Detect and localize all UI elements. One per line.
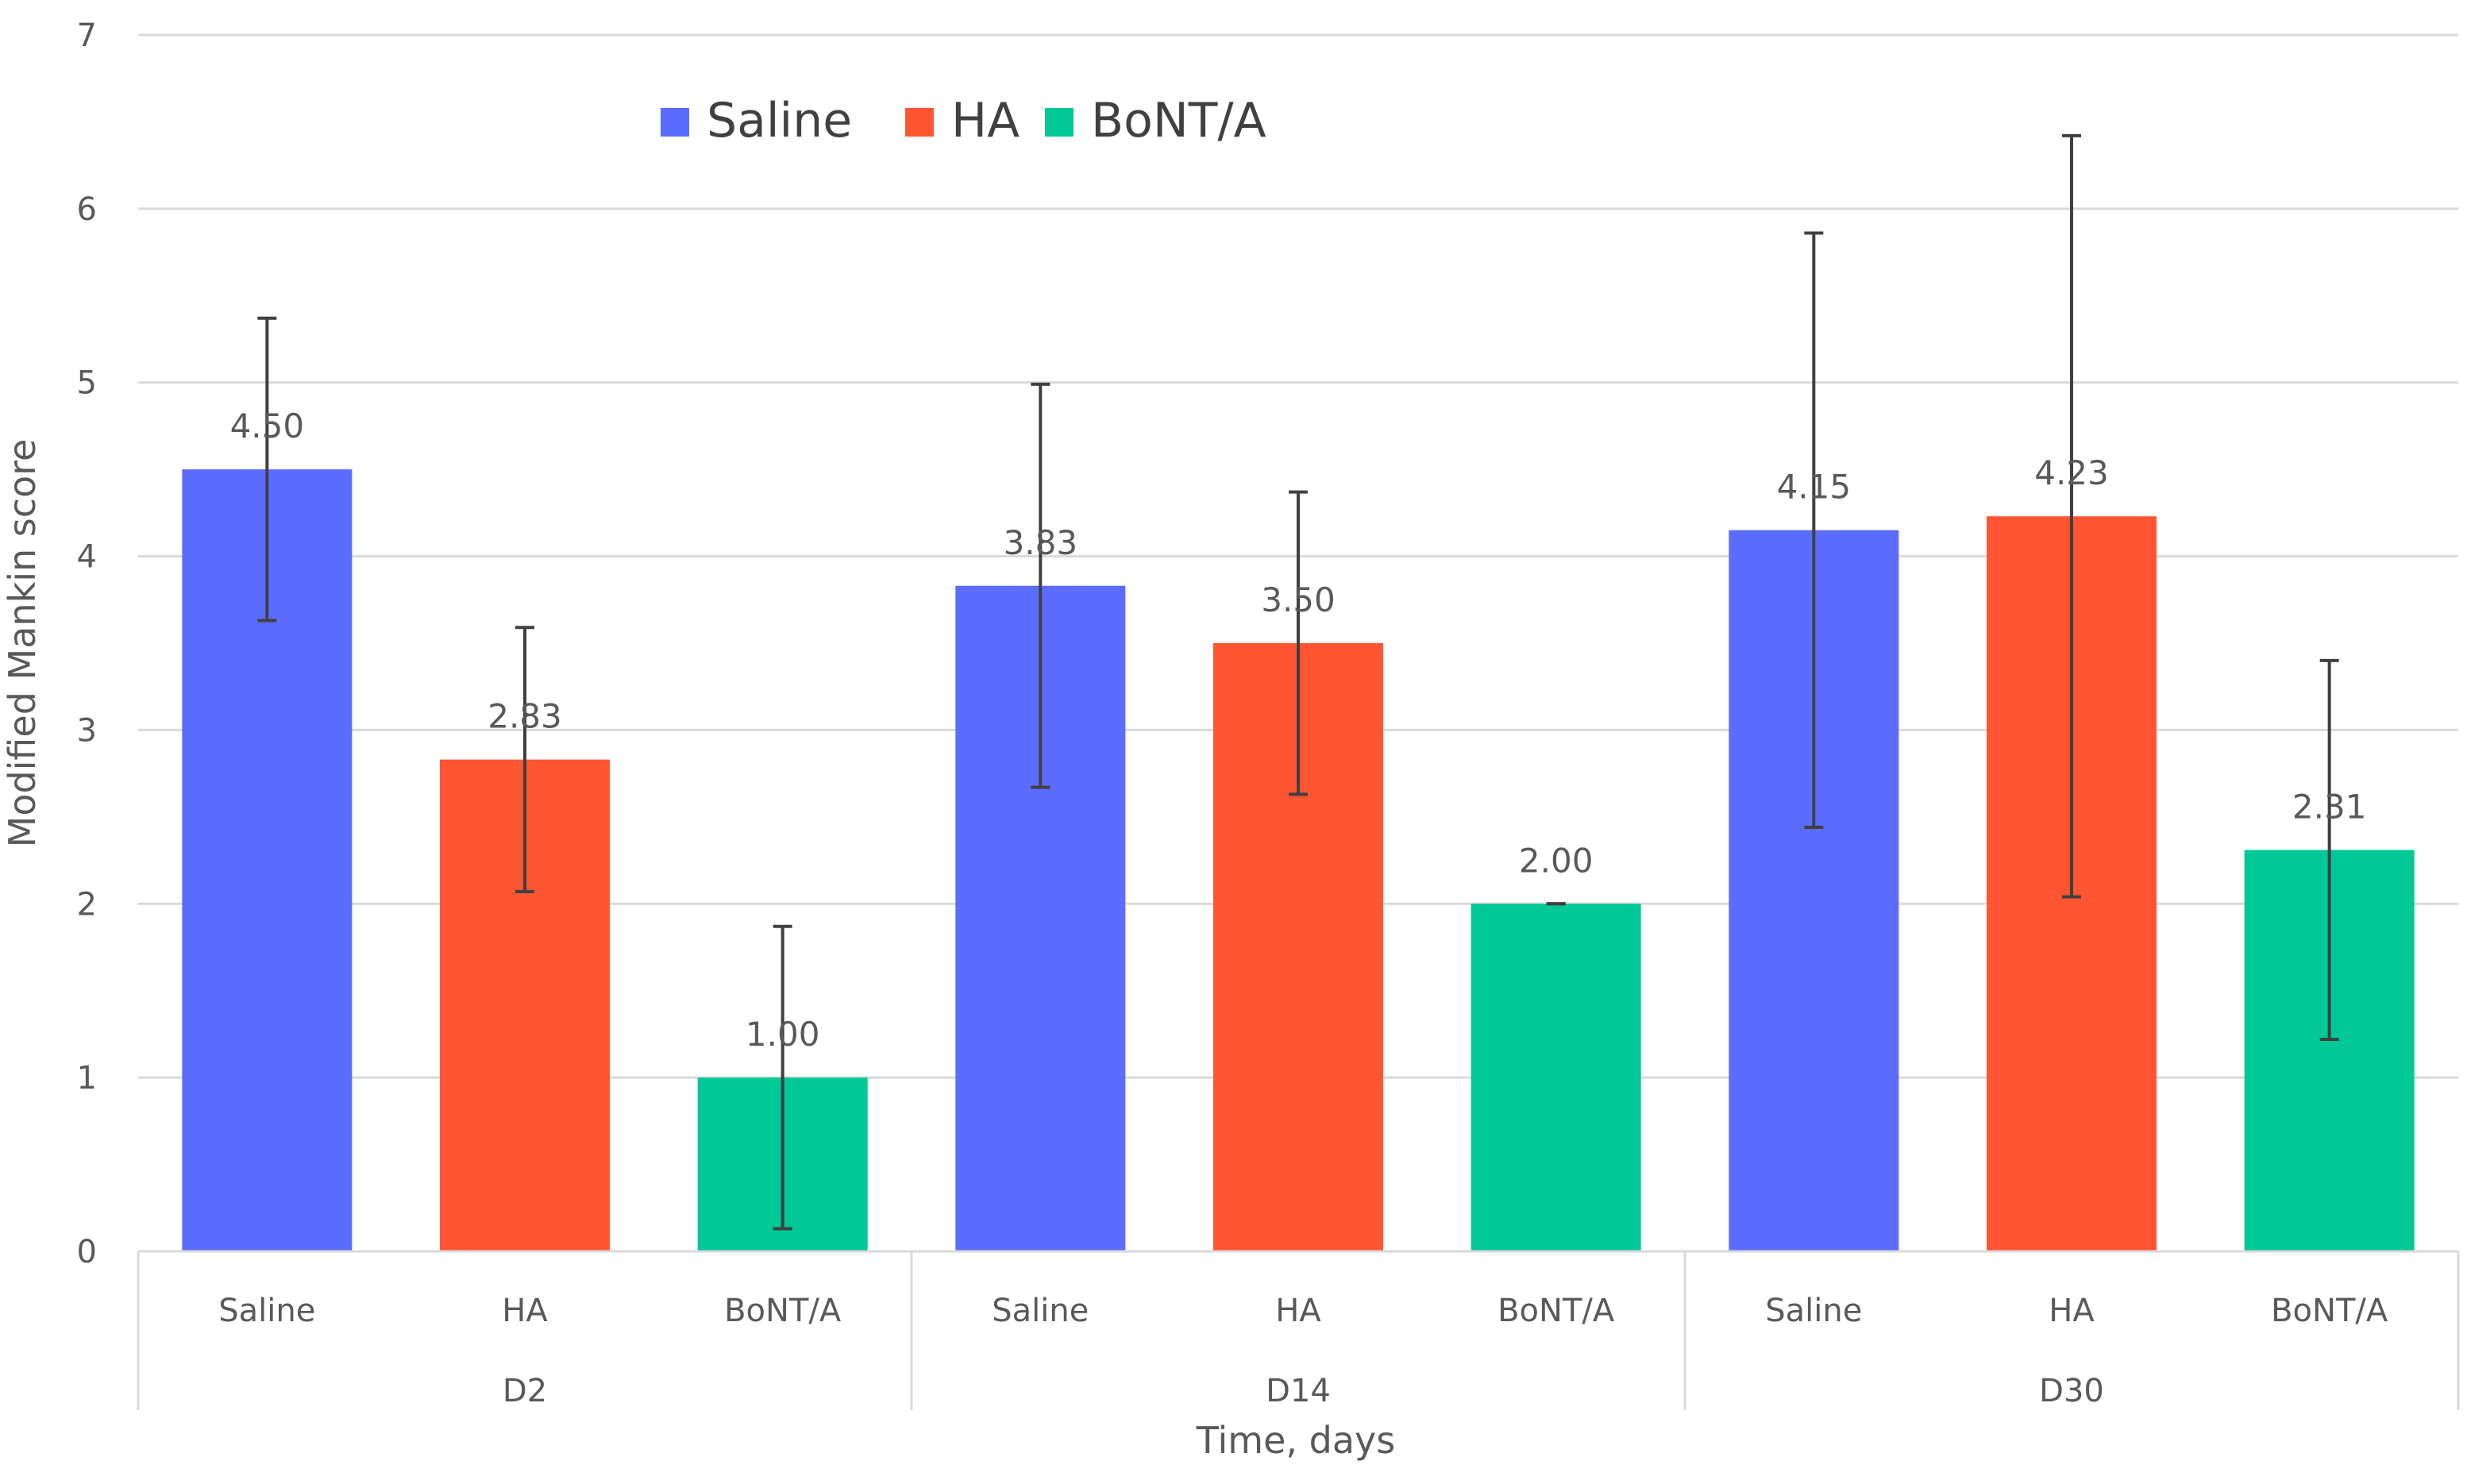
x-axis: Saline HA BoNT/A D2 Saline HA BoNT/A D14 Saline H… [137,1250,2460,1410]
x-tick-label: Saline [992,1293,1089,1329]
y-axis-ticks: 0 1 2 3 4 5 6 7 [77,17,97,1270]
y-tick-label: 3 [77,712,97,749]
data-label: 4.15 [1777,468,1852,507]
legend-item: HA [905,93,1020,148]
data-label: 3.50 [1261,580,1336,619]
x-tick-label: BoNT/A [724,1293,842,1329]
data-label: 2.83 [488,697,562,736]
data-label: 2.31 [2292,787,2367,826]
y-axis-title: Modified Mankin score [1,439,44,848]
y-tick-label: 2 [77,886,97,923]
x-tick-label: Saline [1765,1293,1862,1329]
group-label: D30 [2039,1373,2104,1409]
x-tick-label: HA [502,1293,548,1329]
legend-swatch [661,108,689,137]
data-labels: 4.50 2.83 1.00 3.83 3.50 2.00 4.15 4.23 2.31 [230,407,2367,1054]
legend-item: Saline [661,93,852,148]
x-tick-label: HA [2049,1293,2095,1329]
y-tick-label: 7 [77,17,97,54]
legend-label: HA [951,93,1020,148]
y-tick-label: 6 [77,191,97,228]
legend-label: Saline [707,93,852,148]
legend-swatch [905,108,934,137]
data-label: 3.83 [1004,523,1078,562]
group-label: D14 [1266,1373,1331,1409]
legend-swatch [1045,108,1074,137]
legend-item: BoNT/A [1045,93,1266,148]
y-tick-label: 4 [77,539,97,576]
x-tick-label: BoNT/A [1498,1293,1615,1329]
legend-label: BoNT/A [1091,93,1266,148]
group-label: D2 [503,1373,547,1409]
y-tick-label: 1 [77,1060,97,1097]
data-label: 4.23 [2034,453,2109,492]
bar [1471,904,1641,1251]
data-label: 2.00 [1519,841,1594,880]
data-label: 4.50 [230,407,305,445]
x-tick-label: HA [1275,1293,1321,1329]
x-axis-title: Time, days [1196,1419,1395,1462]
y-tick-label: 5 [77,365,97,402]
y-tick-label: 0 [77,1234,97,1270]
x-tick-label: Saline [218,1293,315,1329]
error-bars [257,133,2339,1231]
data-label: 1.00 [746,1015,820,1054]
x-tick-label: BoNT/A [2271,1293,2388,1329]
legend: Saline HA BoNT/A [661,93,1266,148]
